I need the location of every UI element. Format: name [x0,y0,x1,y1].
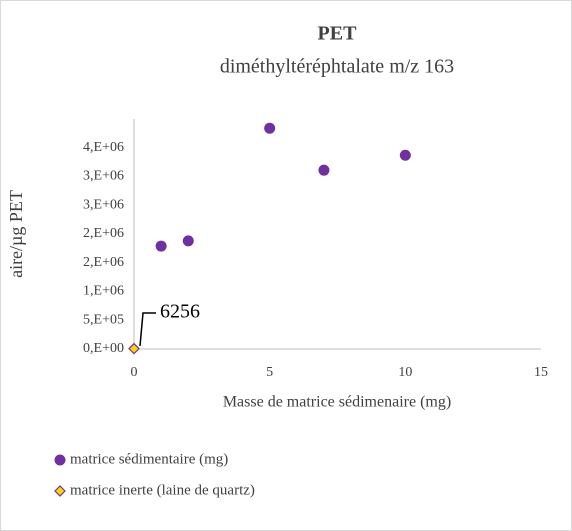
data-label: 6256 [160,301,200,323]
y-tick-label: 5,E+05 [83,312,124,327]
y-tick-label: 3,E+06 [83,197,124,212]
data-point [155,240,167,252]
x-tick-label: 15 [534,365,548,380]
y-tick-label: 0,E+00 [83,341,124,356]
y-axis-label: aire/µg PET [6,190,26,278]
x-tick-label: 5 [266,365,273,380]
y-tick-label: 1,E+06 [83,284,124,299]
x-tick-label: 0 [131,365,138,380]
legend-marker [54,454,66,466]
x-tick-label: 10 [398,365,412,380]
y-tick-label: 2,E+06 [83,226,124,241]
data-point [318,164,330,176]
chart-title: PET [318,23,358,45]
y-tick-label: 4,E+06 [83,140,124,155]
y-tick-label: 3,E+06 [83,169,124,184]
y-tick-label: 2,E+06 [83,255,124,270]
legend-label: matrice inerte (laine de quartz) [70,482,255,498]
legend-label: matrice sédimentaire (mg) [70,451,228,467]
chart-subtitle: diméthyltéréphtalate m/z 163 [220,56,454,78]
annotation-leader [139,312,156,347]
data-point [182,235,194,247]
data-point [264,122,276,134]
data-point [128,342,140,355]
data-point [399,149,411,161]
legend-marker [54,485,66,497]
x-axis-label: Masse de matrice sédimenaire (mg) [223,394,451,411]
